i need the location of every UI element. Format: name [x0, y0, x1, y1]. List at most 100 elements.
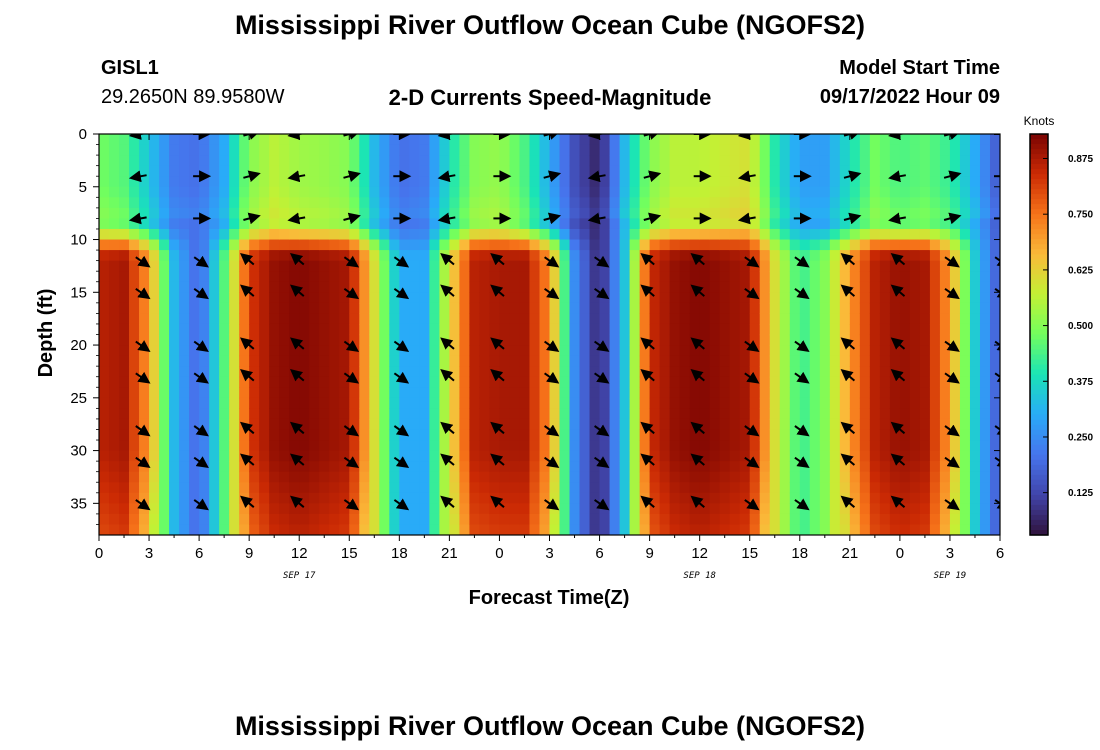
heatmap-cell	[529, 482, 541, 494]
heatmap-cell	[159, 134, 170, 146]
heatmap-cell	[289, 186, 300, 198]
heatmap-cell	[459, 281, 471, 293]
heatmap-cell	[589, 281, 601, 293]
heatmap-cell	[559, 450, 571, 462]
heatmap-cell	[169, 271, 180, 283]
heatmap-cell	[469, 503, 481, 515]
heatmap-cell	[489, 186, 501, 198]
heatmap-cell	[359, 503, 370, 515]
heatmap-cell	[269, 155, 280, 167]
heatmap-cell	[279, 334, 290, 346]
heatmap-cell	[269, 292, 280, 304]
heatmap-cell	[619, 366, 631, 378]
heatmap-cell	[989, 155, 1000, 167]
heatmap-cell	[259, 239, 270, 251]
heatmap-cell	[489, 387, 501, 399]
heatmap-cell	[899, 524, 911, 535]
heatmap-cell	[819, 450, 831, 462]
heatmap-cell	[279, 197, 290, 209]
heatmap-cell	[739, 292, 751, 304]
heatmap-cell	[869, 524, 881, 535]
heatmap-cell	[699, 387, 711, 399]
colorbar-segment	[1030, 209, 1048, 215]
heatmap-cell	[379, 250, 390, 262]
heatmap-cell	[799, 397, 811, 409]
heatmap-cell	[779, 408, 791, 420]
heatmap-cell	[799, 271, 811, 283]
heatmap-cell	[909, 482, 921, 494]
heatmap-cell	[349, 397, 360, 409]
heatmap-cell	[299, 292, 310, 304]
heatmap-cell	[269, 186, 280, 198]
heatmap-cell	[879, 176, 891, 188]
heatmap-cell	[129, 387, 140, 399]
heatmap-cell	[969, 228, 981, 241]
heatmap-cell	[729, 260, 741, 272]
heatmap-cell	[449, 482, 460, 494]
heatmap-cell	[299, 144, 310, 156]
heatmap-cell	[419, 313, 430, 325]
heatmap-cell	[269, 418, 280, 431]
heatmap-cell	[689, 482, 701, 494]
heatmap-cell	[499, 345, 511, 357]
heatmap-cell	[429, 239, 440, 251]
heatmap-cell	[769, 376, 781, 388]
heatmap-cell	[539, 260, 551, 272]
heatmap-cell	[219, 440, 230, 452]
heatmap-cell	[399, 155, 410, 167]
heatmap-cell	[929, 155, 941, 167]
current-arrow	[544, 498, 560, 511]
heatmap-cell	[109, 450, 120, 462]
heatmap-cell	[959, 397, 971, 409]
heatmap-cell	[509, 345, 521, 357]
heatmap-cell	[809, 355, 821, 367]
heatmap-cell	[949, 218, 961, 230]
heatmap-cell	[819, 197, 831, 209]
heatmap-cell	[819, 524, 831, 535]
colorbar-segment	[1030, 294, 1048, 301]
heatmap-cell	[599, 418, 611, 431]
heatmap-cell	[439, 440, 450, 452]
heatmap-cell	[699, 281, 711, 293]
heatmap-cell	[329, 524, 340, 535]
heatmap-cell	[649, 313, 661, 325]
heatmap-cell	[709, 134, 721, 146]
heatmap-cell	[919, 302, 931, 314]
heatmap-cell	[669, 450, 681, 462]
heatmap-cell	[359, 281, 370, 293]
heatmap-cell	[619, 492, 631, 504]
heatmap-cell	[829, 228, 841, 241]
current-arrow	[128, 134, 147, 140]
colorbar-segment	[1030, 454, 1048, 461]
heatmap-cell	[359, 271, 370, 283]
heatmap-cell	[189, 176, 200, 188]
heatmap-cell	[459, 503, 471, 515]
heatmap-cell	[589, 461, 601, 473]
heatmap-cell	[929, 323, 941, 336]
heatmap-cell	[299, 440, 310, 452]
heatmap-cell	[629, 165, 641, 177]
heatmap-cell	[519, 144, 531, 156]
heatmap-cell	[939, 440, 951, 452]
heatmap-cell	[589, 524, 601, 535]
heatmap-cell	[779, 260, 791, 272]
heatmap-cell	[139, 397, 150, 409]
heatmap-cell	[849, 281, 861, 293]
heatmap-cell	[789, 492, 801, 504]
heatmap-cell	[259, 492, 270, 504]
heatmap-cell	[309, 429, 320, 441]
heatmap-cell	[499, 176, 511, 188]
heatmap-cell	[699, 323, 711, 336]
heatmap-cell	[879, 302, 891, 314]
heatmap-cell	[149, 397, 160, 409]
heatmap-cell	[519, 397, 531, 409]
heatmap-cell	[729, 218, 741, 230]
heatmap-cell	[429, 165, 440, 177]
heatmap-cell	[509, 429, 521, 441]
heatmap-cell	[939, 376, 951, 388]
heatmap-cell	[199, 482, 210, 494]
heatmap-cell	[659, 302, 671, 314]
heatmap-cell	[159, 313, 170, 325]
heatmap-cell	[719, 186, 731, 198]
heatmap-cell	[459, 482, 471, 494]
